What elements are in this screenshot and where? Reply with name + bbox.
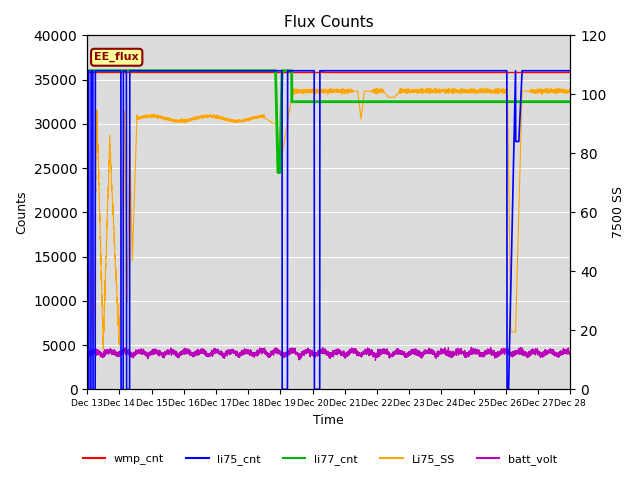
- Legend: wmp_cnt, li75_cnt, li77_cnt, Li75_SS, batt_volt: wmp_cnt, li75_cnt, li77_cnt, Li75_SS, ba…: [78, 450, 562, 469]
- X-axis label: Time: Time: [314, 414, 344, 427]
- Y-axis label: Counts: Counts: [15, 191, 28, 234]
- Title: Flux Counts: Flux Counts: [284, 15, 374, 30]
- Y-axis label: 7500 SS: 7500 SS: [612, 186, 625, 239]
- Text: EE_flux: EE_flux: [95, 52, 139, 62]
